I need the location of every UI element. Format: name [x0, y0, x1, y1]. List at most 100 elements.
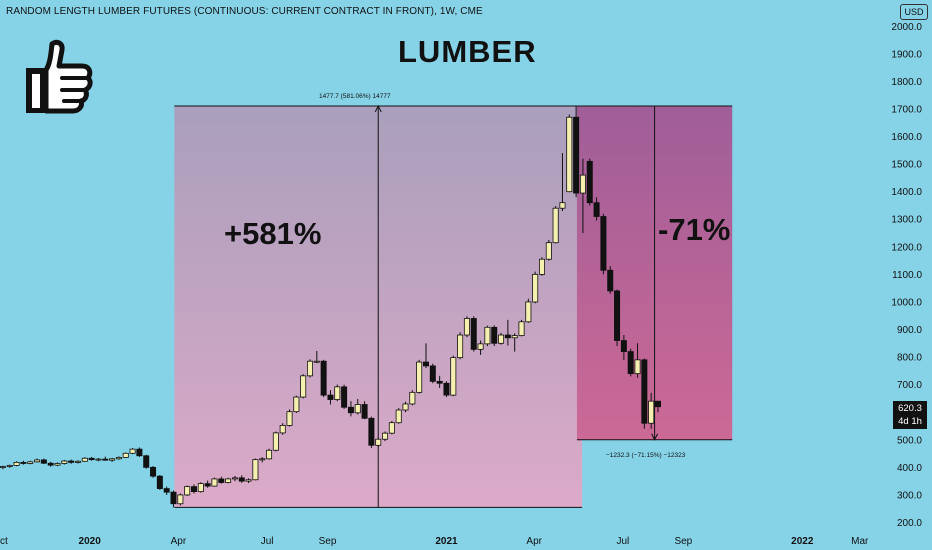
candle-body [443, 382, 450, 396]
candle-body [573, 116, 580, 194]
candle-body [300, 375, 307, 398]
y-tick-label: 2000.0 [891, 22, 922, 33]
y-tick-label: 1500.0 [891, 160, 922, 171]
candle-body [491, 326, 498, 344]
candle-body [150, 466, 157, 477]
candle-body [225, 478, 232, 483]
y-tick-label: 900.0 [897, 325, 922, 336]
candle-body [109, 458, 116, 461]
bar-countdown: 4d 1h [898, 416, 922, 427]
candle-body [470, 318, 477, 350]
candle-body [593, 202, 600, 217]
candle-body [272, 432, 279, 451]
candle-body [620, 340, 627, 352]
candle-body [579, 174, 586, 194]
candle-body [218, 478, 225, 483]
candle-body [511, 335, 518, 339]
candle-body [395, 409, 402, 424]
candle-body [409, 391, 416, 405]
candle-body [20, 461, 27, 464]
loss-percent-label: -71% [658, 212, 731, 247]
candle-body [566, 116, 573, 193]
thumbs-up-icon [22, 36, 94, 118]
candle-body [122, 452, 129, 458]
y-tick-label: 1400.0 [891, 187, 922, 198]
candle-body [245, 479, 252, 482]
candle-body [13, 461, 20, 466]
loss-measure-label: −1232.3 (−71.15%) −12323 [606, 452, 686, 459]
candle-body [170, 491, 177, 505]
candle-body [0, 466, 6, 468]
candle-body [402, 403, 409, 411]
candle-body [634, 359, 641, 375]
candle-body [129, 448, 136, 454]
y-tick-label: 1000.0 [891, 297, 922, 308]
candle-body [320, 360, 327, 396]
candle-body [293, 396, 300, 413]
measure-arrow-head [374, 104, 382, 113]
candle-body [361, 404, 368, 419]
candle-body [334, 386, 341, 400]
last-price-value: 620.3 [898, 403, 922, 414]
candle-body [641, 359, 648, 424]
candle-body [74, 460, 81, 463]
y-tick-label: 1800.0 [891, 77, 922, 88]
candle-body [211, 478, 218, 487]
candle-body [68, 460, 75, 463]
candle-body [238, 477, 245, 482]
candle-body [457, 334, 464, 359]
candle-body [586, 160, 593, 204]
candle-body [429, 365, 436, 382]
y-tick-label: 1700.0 [891, 104, 922, 115]
candle-body [654, 400, 661, 408]
candle-body [627, 351, 634, 375]
y-tick-label: 1300.0 [891, 215, 922, 226]
x-tick-label: 2020 [79, 536, 102, 547]
candle-body [354, 404, 361, 414]
candle-body [552, 207, 559, 244]
measure-arrow-head [651, 433, 659, 441]
candle-body [61, 460, 68, 464]
candle-body [279, 425, 286, 434]
candle-body [484, 326, 491, 345]
candle-body [306, 360, 313, 377]
x-tick-label: Apr [171, 536, 187, 547]
y-tick-label: 1200.0 [891, 242, 922, 253]
gain-measure-label: 1477.7 (581.06%) 14777 [319, 93, 391, 100]
candle-body [286, 411, 293, 426]
candle-body [450, 357, 457, 396]
gain-percent-label: +581% [224, 216, 322, 251]
candle-body [266, 449, 273, 460]
y-tick-label: 1600.0 [891, 132, 922, 143]
currency-button[interactable]: USD [900, 4, 928, 20]
candle-body [6, 465, 13, 467]
candle-body [184, 486, 191, 496]
candle-body [614, 290, 621, 341]
candle-body [252, 459, 259, 481]
candle-body [518, 321, 525, 336]
chart-overlay-title: LUMBER [398, 34, 537, 69]
candle-body [477, 343, 484, 350]
instrument-title: RANDOM LENGTH LUMBER FUTURES (CONTINUOUS… [6, 6, 483, 17]
last-price-tag: 620.3 4d 1h [893, 401, 927, 429]
y-tick-label: 1900.0 [891, 49, 922, 60]
y-tick-label: 1100.0 [892, 270, 922, 281]
candle-body [648, 400, 655, 424]
candle-body [607, 269, 614, 292]
candle-body [259, 458, 266, 461]
x-tick-label: Oct [0, 536, 8, 547]
candle-body [532, 273, 539, 303]
candle-body [327, 394, 334, 400]
x-tick-label: 2022 [791, 536, 814, 547]
candle-body [525, 301, 532, 323]
candle-body [368, 417, 375, 446]
x-tick-label: 2021 [435, 536, 458, 547]
x-tick-label: Sep [319, 536, 337, 547]
y-tick-label: 200.0 [897, 518, 922, 529]
candle-body [388, 422, 395, 434]
x-tick-label: Jul [261, 536, 274, 547]
candle-body [47, 462, 54, 466]
candle-body [504, 334, 511, 339]
candle-body [81, 457, 88, 462]
